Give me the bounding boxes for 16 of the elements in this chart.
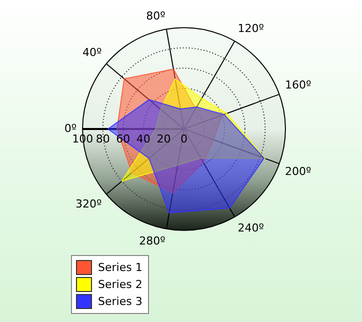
spoke-label: 0º [64, 122, 77, 135]
spoke-label: 240º [238, 222, 264, 234]
y-tick-label: 80 [96, 132, 110, 146]
spoke-label: 320º [76, 198, 102, 211]
spoke-label: 40º [82, 46, 102, 60]
y-tick-label: 0 [180, 132, 188, 146]
spoke-label: 120º [238, 22, 264, 36]
y-tick-label: 40 [136, 132, 150, 146]
spoke-label: 160º [284, 78, 312, 92]
spoke-label: 200º [284, 165, 312, 178]
legend-label: Series 2 [98, 278, 142, 291]
spoke-label: 80º [146, 9, 166, 22]
legend-label: Series 1 [98, 261, 142, 274]
y-tick-label: 20 [156, 132, 171, 146]
legend-label: Series 3 [98, 295, 142, 308]
spoke-label: 280º [139, 234, 166, 248]
